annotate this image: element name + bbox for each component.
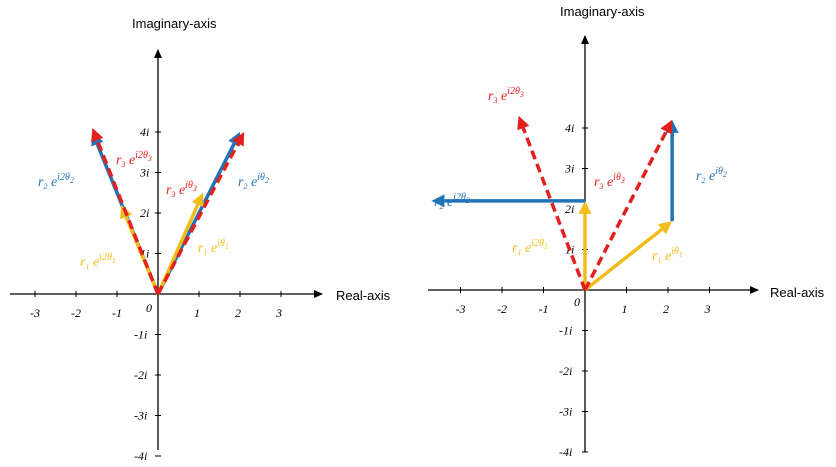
svg-text:r2 eiθ2: r2 eiθ2 (238, 172, 269, 191)
right-origin-label: 0 (574, 295, 580, 309)
right-label-r3-e-i2-theta3: r3 ei2θ3 (488, 86, 524, 105)
right-label-r2-e-i-theta2: r2 eiθ2 (696, 166, 727, 185)
left-y-tick-label: 1i (140, 247, 149, 261)
right-vector-r1-e-i2-theta1 (578, 200, 592, 290)
left-label-r1-e-i2-theta1: r1 ei2θ1 (80, 252, 116, 271)
right-y-axis-title: Imaginary-axis (560, 4, 645, 19)
svg-text:r2 eiθ2: r2 eiθ2 (696, 166, 727, 185)
left-x-tick-label: 1 (194, 306, 200, 320)
right-x-tick-label: -3 (456, 302, 466, 316)
right-y-tick-label: 2i (565, 202, 574, 216)
left-vectors (91, 128, 245, 295)
left-x-tick-label: -1 (112, 306, 122, 320)
right-y-tick-label: 3i (564, 162, 574, 176)
left-y-tick-label: -1i (134, 328, 147, 342)
right-x-tick-label: 2 (663, 302, 669, 316)
right-panel: Imaginary-axis Real-axis 0 -3 -2 -1 1 2 3 4i 3i… (428, 4, 825, 459)
svg-text:r2 ei2θ2: r2 ei2θ2 (434, 192, 470, 211)
left-x-tick-label: 2 (235, 306, 241, 320)
right-vector-labels: r3 ei2θ3 r3 eiθ3 r2 ei2θ2 r2 eiθ2 r1 ei2… (434, 86, 727, 265)
left-y-tick-label: -3i (134, 409, 147, 423)
left-label-r1-e-i-theta1: r1 eiθ1 (198, 238, 229, 257)
left-y-tick-label: 2i (140, 206, 149, 220)
left-y-tick-label: -2i (134, 368, 147, 382)
right-x-tick-label: 1 (622, 302, 628, 316)
left-y-tick-label: -4i (134, 449, 147, 463)
svg-text:r1 eiθ1: r1 eiθ1 (198, 238, 229, 257)
left-panel: Imaginary-axis Real-axis 0 -3 -2 -1 1 2 3 4i 3i… (10, 16, 391, 463)
svg-text:r3 eiθ3: r3 eiθ3 (594, 172, 625, 191)
right-y-tick-label: 4i (565, 121, 574, 135)
left-x-axis-title: Real-axis (336, 288, 391, 303)
left-origin-label: 0 (146, 301, 152, 315)
svg-text:r1 ei2θ1: r1 ei2θ1 (512, 238, 548, 257)
right-y-tick-label: -1i (559, 324, 572, 338)
left-ticks: -3 -2 -1 1 2 3 4i 3i 2i 1i -1i -2i -3i -4i (30, 125, 282, 463)
svg-text:r2 ei2θ2: r2 ei2θ2 (38, 172, 74, 191)
left-x-tick-label: -3 (30, 306, 40, 320)
right-x-tick-label: 3 (704, 302, 711, 316)
svg-text:r1 eiθ1: r1 eiθ1 (652, 246, 683, 265)
right-label-r1-e-i-theta1: r1 eiθ1 (652, 246, 683, 265)
left-y-axis-title: Imaginary-axis (132, 16, 217, 31)
right-x-tick-label: -1 (539, 302, 549, 316)
right-label-r1-e-i2-theta1: r1 ei2θ1 (512, 238, 548, 257)
right-vector-r1-e-i-theta1 (583, 221, 673, 292)
left-label-r2-e-i2-theta2: r2 ei2θ2 (38, 172, 74, 191)
right-x-axis-title: Real-axis (770, 285, 825, 300)
right-vector-r3-e-i2-theta3 (517, 115, 587, 291)
left-label-r3-e-i-theta3: r3 eiθ3 (166, 180, 197, 199)
right-vector-r2-e-i-theta2 (665, 119, 679, 222)
right-x-tick-label: -2 (497, 302, 507, 316)
right-y-tick-label: -4i (559, 445, 572, 459)
right-vector-r3-e-i-theta3 (583, 119, 673, 291)
left-label-r2-e-i-theta2: r2 eiθ2 (238, 172, 269, 191)
svg-text:r3 eiθ3: r3 eiθ3 (166, 180, 197, 199)
right-y-tick-label: -3i (559, 405, 572, 419)
right-label-r2-e-i2-theta2: r2 ei2θ2 (434, 192, 470, 211)
left-vector-r3-e-i-theta3 (156, 132, 245, 295)
svg-text:r3 ei2θ3: r3 ei2θ3 (488, 86, 524, 105)
left-y-tick-label: 4i (140, 125, 149, 139)
left-y-tick-label: 3i (139, 166, 149, 180)
left-x-tick-label: 3 (275, 306, 282, 320)
svg-text:r1 ei2θ1: r1 ei2θ1 (80, 252, 116, 271)
right-vectors (431, 115, 679, 292)
right-label-r3-e-i-theta3: r3 eiθ3 (594, 172, 625, 191)
left-vector-r3-e-i2-theta3 (91, 128, 160, 295)
right-y-tick-label: -2i (559, 364, 572, 378)
left-x-tick-label: -2 (71, 306, 81, 320)
left-vector-labels: r2 ei2θ2 r3 ei2θ3 r3 eiθ3 r2 eiθ2 r1 ei2… (38, 150, 269, 271)
right-vector-r2-e-i2-theta2 (431, 194, 585, 208)
